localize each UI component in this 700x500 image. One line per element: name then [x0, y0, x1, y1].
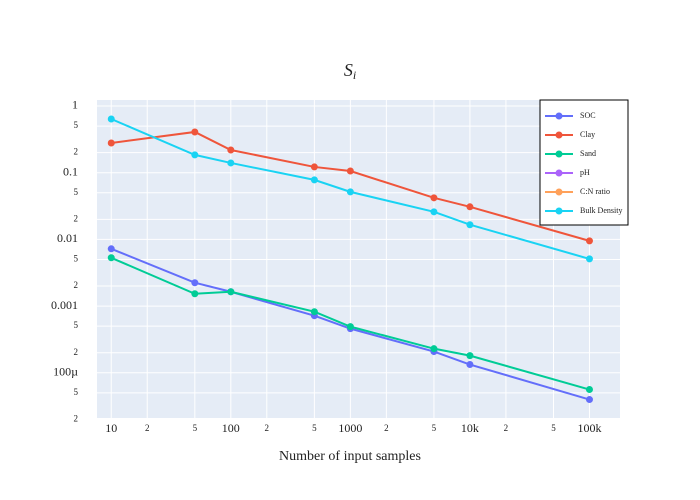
- y-tick-label: 0.001: [51, 298, 78, 312]
- lines: [107, 115, 593, 404]
- x-tick-label: 2: [145, 423, 150, 433]
- series-line: [110, 118, 590, 260]
- data-point: [191, 128, 199, 136]
- y-tick-label: 5: [74, 254, 79, 264]
- series-line: [110, 247, 590, 401]
- y-tick-label: 5: [74, 187, 79, 197]
- data-point: [107, 254, 115, 262]
- x-tick-label: 10: [105, 421, 117, 435]
- chart-title: Si: [344, 60, 356, 82]
- x-tick-label: 5: [193, 423, 198, 433]
- legend-label: SOC: [580, 111, 596, 120]
- x-tick-label: 5: [551, 423, 556, 433]
- legend-marker: [555, 150, 563, 158]
- y-tick-label: 100µ: [53, 365, 78, 379]
- y-tick-label: 0.01: [57, 231, 78, 245]
- title-subscript: i: [353, 68, 356, 82]
- data-point: [346, 167, 354, 175]
- data-point: [430, 345, 438, 353]
- legend-label: Sand: [580, 149, 596, 158]
- x-tick-label: 10k: [461, 421, 479, 435]
- data-point: [310, 176, 318, 184]
- data-point: [346, 323, 354, 331]
- legend-label: pH: [580, 168, 590, 177]
- y-tick-label: 2: [74, 413, 79, 423]
- y-tick-label: 5: [74, 320, 79, 330]
- legend-marker: [555, 131, 563, 139]
- y-tick-label: 5: [74, 120, 79, 130]
- data-point: [227, 159, 235, 167]
- legend-label: Clay: [580, 130, 595, 139]
- data-point: [227, 146, 235, 154]
- legend-marker: [555, 188, 563, 196]
- series-line: [111, 130, 590, 242]
- data-point: [227, 288, 235, 296]
- data-point: [191, 290, 199, 298]
- data-point: [585, 396, 593, 404]
- data-point: [430, 194, 438, 202]
- y-tick-label: 5: [74, 387, 79, 397]
- data-point: [107, 115, 115, 123]
- data-point: [191, 151, 199, 159]
- x-tick-label: 1000: [338, 421, 362, 435]
- y-tick-label: 2: [74, 347, 79, 357]
- series-line: [110, 256, 590, 391]
- legend-label: Bulk Density: [580, 206, 622, 215]
- x-tick-label: 2: [504, 423, 509, 433]
- data-point: [310, 163, 318, 171]
- title-main: S: [344, 60, 353, 80]
- legend-marker: [555, 207, 563, 215]
- data-point: [346, 188, 354, 196]
- data-point: [310, 308, 318, 316]
- x-tick-label: 2: [265, 423, 270, 433]
- x-axis-label: Number of input samples: [279, 449, 421, 464]
- x-tick-label: 5: [432, 423, 437, 433]
- x-tick-label: 100: [222, 421, 240, 435]
- y-tick-label: 2: [74, 213, 79, 223]
- legend-marker: [555, 112, 563, 120]
- data-point: [191, 279, 199, 287]
- data-point: [585, 386, 593, 394]
- y-tick-label: 0.1: [63, 164, 78, 178]
- y-tick-label: 1: [72, 98, 78, 112]
- data-point: [585, 237, 593, 245]
- y-tick-label: 2: [74, 280, 79, 290]
- data-point: [430, 208, 438, 216]
- x-tick-label: 2: [384, 423, 389, 433]
- x-tick-label: 5: [312, 423, 317, 433]
- x-tick-label: 100k: [577, 421, 601, 435]
- data-point: [107, 139, 115, 147]
- data-point: [585, 255, 593, 263]
- data-point: [466, 221, 474, 229]
- data-point: [466, 352, 474, 360]
- legend: SOC Clay Sand pH C:N ratio Bulk Density: [539, 99, 629, 226]
- legend-box: [539, 99, 629, 226]
- legend-marker: [555, 169, 563, 177]
- legend-label: C:N ratio: [580, 187, 610, 196]
- data-point: [107, 245, 115, 253]
- y-tick-label: 2: [74, 147, 79, 157]
- data-point: [466, 203, 474, 211]
- data-point: [466, 361, 474, 369]
